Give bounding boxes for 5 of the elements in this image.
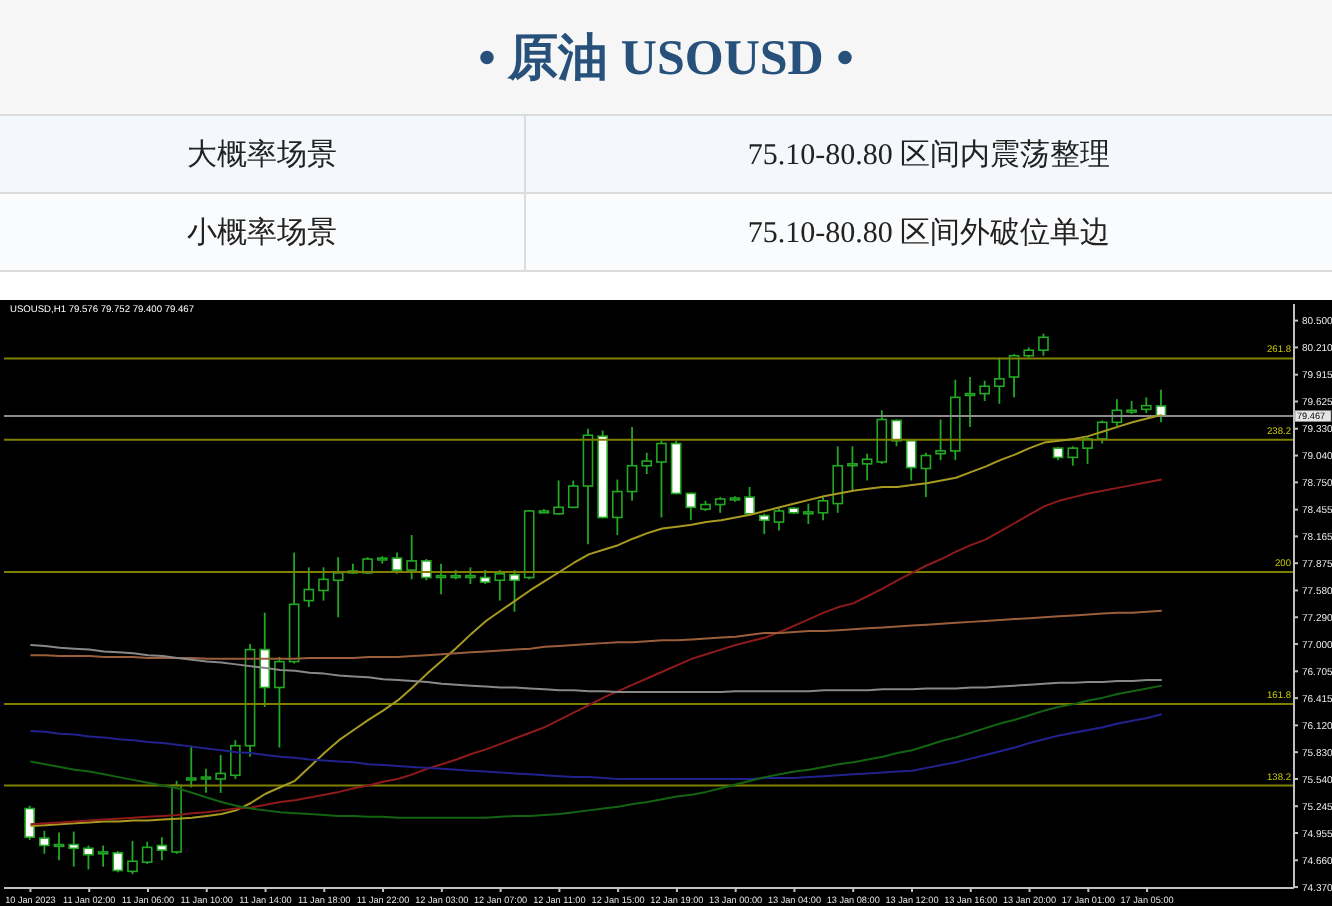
text: 75.10-80.80 区间外破位单边 [745, 215, 1113, 253]
text: 小概率场景 [0, 194, 526, 270]
chart-title: • 原油 USOUSD • [478, 30, 854, 90]
text: 75.10-80.80 区间内震荡整理 [745, 137, 1113, 175]
text: 大概率场景 [0, 116, 526, 192]
